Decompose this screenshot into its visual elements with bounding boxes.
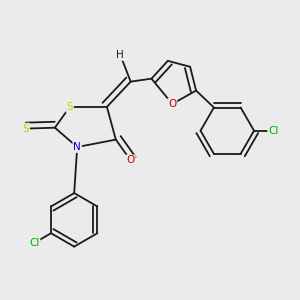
Text: Cl: Cl bbox=[268, 126, 278, 136]
Text: O: O bbox=[127, 155, 135, 165]
Text: Cl: Cl bbox=[29, 238, 40, 248]
Text: H: H bbox=[116, 50, 124, 60]
Text: O: O bbox=[168, 99, 176, 109]
Text: N: N bbox=[73, 142, 81, 152]
Text: S: S bbox=[22, 124, 29, 134]
Text: S: S bbox=[66, 102, 73, 112]
